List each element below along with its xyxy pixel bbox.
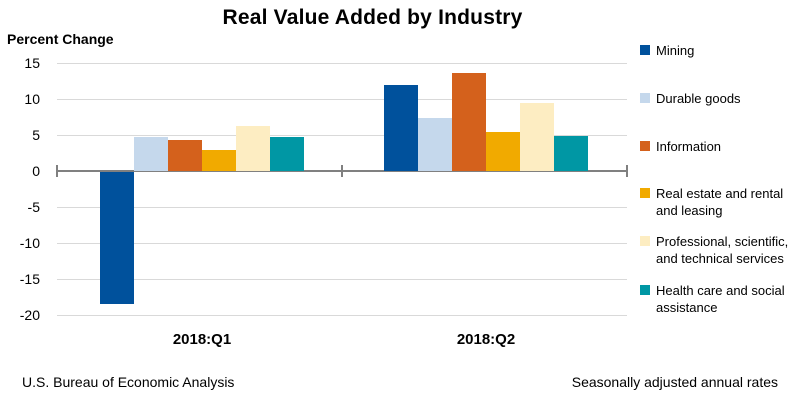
legend-swatch-icon — [640, 45, 650, 55]
legend-item-health-care-and-social-assistance: Health care and social assistance — [640, 282, 797, 316]
legend-item-real-estate-and-rental-and-leasing: Real estate and rental and leasing — [640, 185, 797, 219]
y-tick-label--10: -10 — [19, 235, 40, 251]
category-label-2018q1: 2018:Q1 — [172, 331, 232, 348]
x-axis-tick-1 — [341, 165, 343, 177]
adjustment-note: Seasonally adjusted annual rates — [571, 374, 778, 390]
gridline-10 — [57, 99, 627, 100]
y-tick-label-10: 10 — [24, 91, 40, 107]
category-label-2018q2: 2018:Q2 — [456, 331, 516, 348]
legend-swatch-icon — [640, 285, 650, 295]
gridline-5 — [57, 135, 627, 136]
gridline--15 — [57, 279, 627, 280]
legend-label: Information — [656, 139, 722, 154]
bar-durable-goods-2018q1 — [134, 137, 168, 171]
legend-label: Durable goods — [656, 91, 741, 106]
legend-swatch-icon — [640, 93, 650, 103]
legend-label: Professional, scientific, and technical … — [656, 234, 789, 266]
legend-swatch-icon — [640, 236, 650, 246]
y-axis-title: Percent Change — [7, 31, 114, 47]
legend-label: Mining — [656, 43, 695, 58]
legend-swatch-icon — [640, 141, 650, 151]
bar-professional-scientific-and-technical-services-2018q2 — [520, 103, 554, 171]
x-axis-tick-2 — [626, 165, 628, 177]
legend-swatch-icon — [640, 188, 650, 198]
y-tick-label-5: 5 — [32, 127, 40, 143]
chart-title: Real Value Added by Industry — [222, 6, 523, 29]
legend: Mining Durable goods Information Real estat… — [640, 0, 797, 402]
bar-information-2018q1 — [168, 140, 202, 171]
bar-health-care-and-social-assistance-2018q1 — [270, 137, 304, 171]
bar-information-2018q2 — [452, 73, 486, 171]
bar-real-estate-and-rental-and-leasing-2018q1 — [202, 150, 236, 171]
bar-health-care-and-social-assistance-2018q2 — [554, 136, 588, 171]
y-tick-label--20: -20 — [19, 307, 40, 323]
legend-item-professional-scientific-and-technical-services: Professional, scientific, and technical … — [640, 233, 797, 267]
gridline-15 — [57, 63, 627, 64]
legend-item-information: Information — [640, 138, 797, 155]
legend-label: Health care and social assistance — [656, 283, 785, 315]
y-tick-label--15: -15 — [19, 271, 40, 287]
y-tick-label-15: 15 — [24, 55, 40, 71]
gridline--10 — [57, 243, 627, 244]
bar-mining-2018q1 — [100, 172, 134, 304]
bar-mining-2018q2 — [384, 85, 418, 171]
source-attribution: U.S. Bureau of Economic Analysis — [22, 374, 235, 390]
y-tick-label-0: 0 — [32, 163, 40, 179]
bar-professional-scientific-and-technical-services-2018q1 — [236, 126, 270, 171]
bar-real-estate-and-rental-and-leasing-2018q2 — [486, 132, 520, 171]
legend-label: Real estate and rental and leasing — [656, 186, 784, 218]
gridline--5 — [57, 207, 627, 208]
bar-durable-goods-2018q2 — [418, 118, 452, 171]
y-tick-label--5: -5 — [27, 199, 40, 215]
gridline--20 — [57, 315, 627, 316]
legend-item-durable-goods: Durable goods — [640, 90, 797, 107]
x-axis-tick-0 — [56, 165, 58, 177]
legend-item-mining: Mining — [640, 42, 797, 59]
